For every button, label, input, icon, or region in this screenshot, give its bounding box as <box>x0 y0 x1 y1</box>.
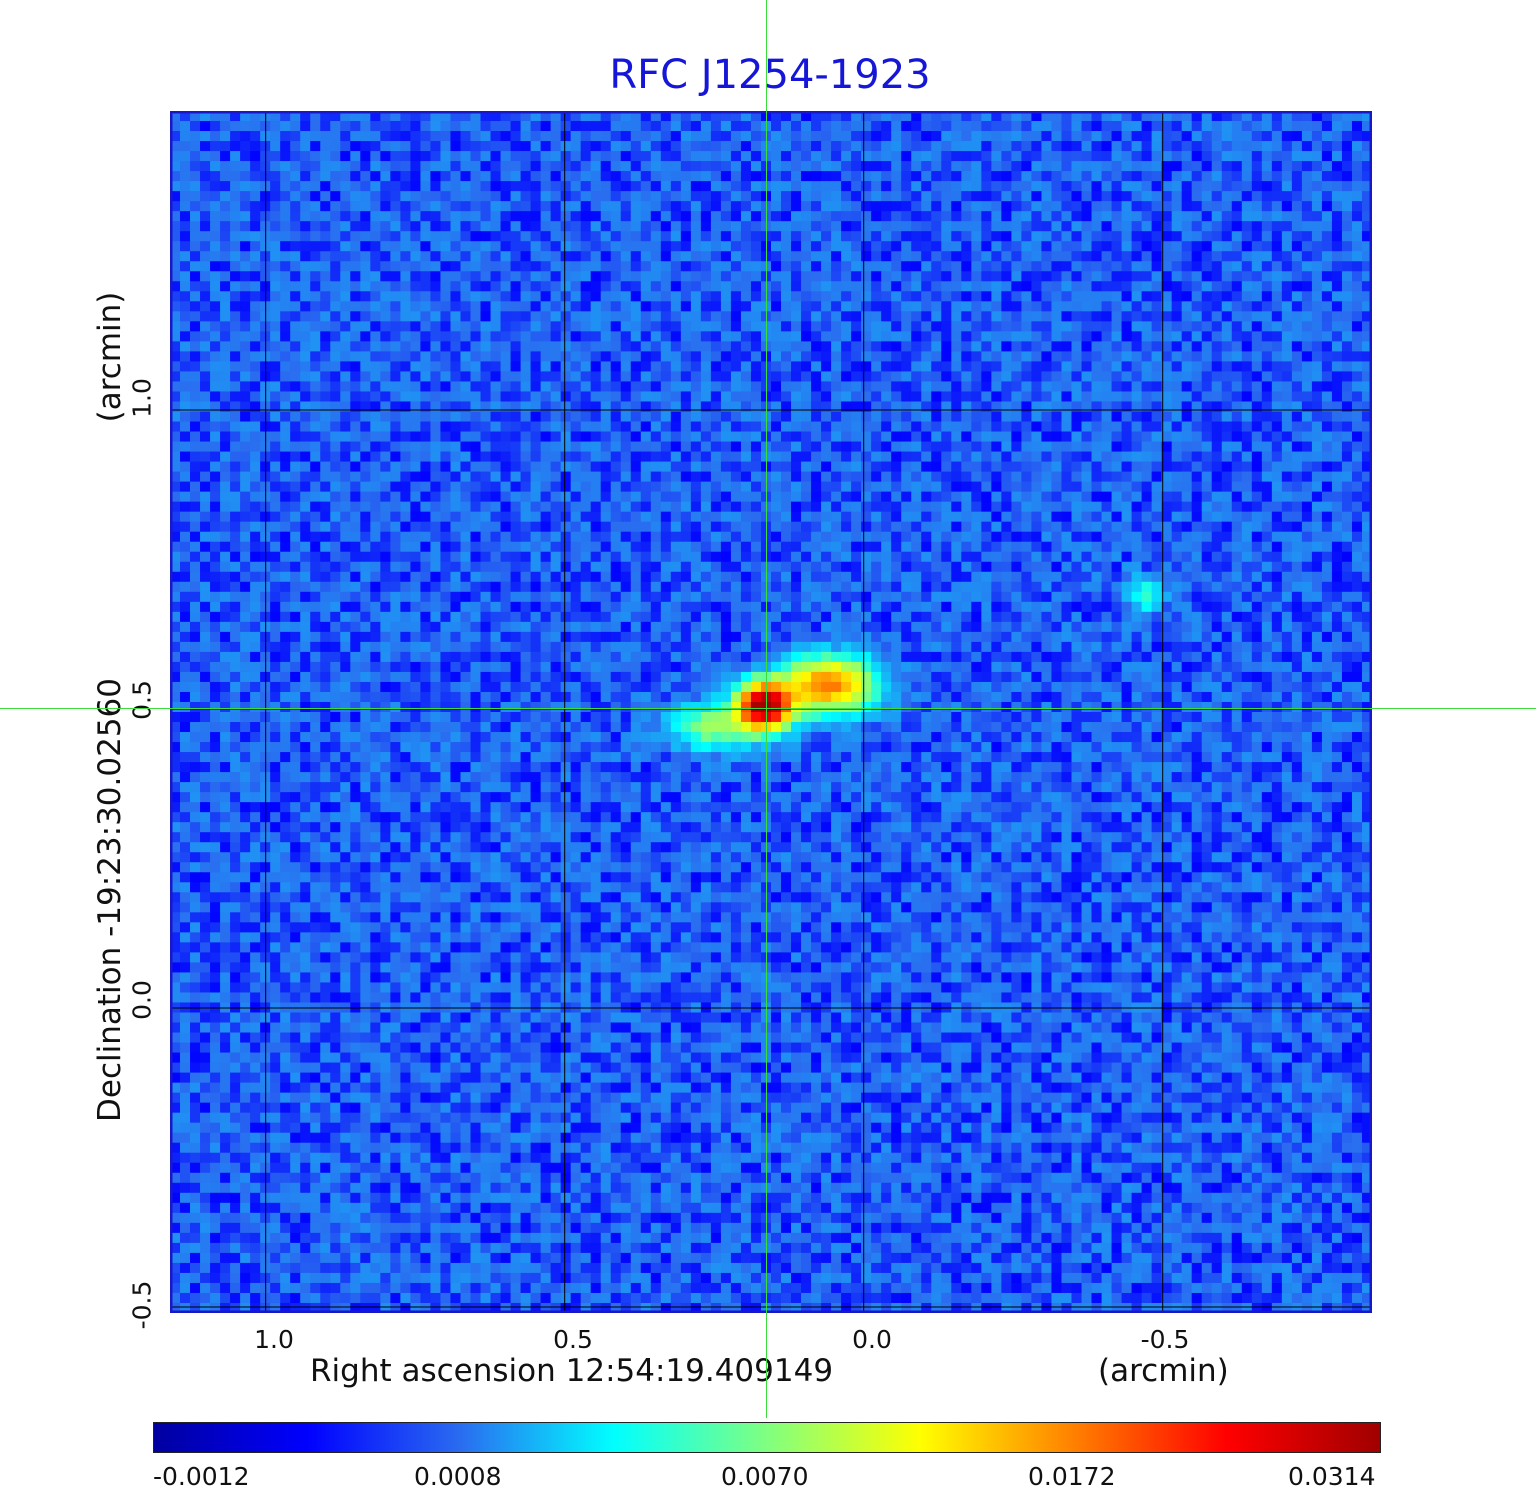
y-axis-label: Declination -19:23:30.02560 <box>92 678 128 1122</box>
colorbar-tick-label: 0.0172 <box>1028 1462 1116 1491</box>
colorbar-tick-label: 0.0070 <box>721 1462 809 1491</box>
sky-map <box>170 111 1372 1313</box>
y-tick-label: 0.5 <box>127 680 157 720</box>
x-tick-label: 0.5 <box>553 1325 593 1354</box>
crosshair-horizontal <box>0 708 1536 709</box>
colorbar-tick-label: 0.0314 <box>1288 1462 1376 1491</box>
colorbar <box>153 1422 1381 1453</box>
colorbar-tick-label: -0.0012 <box>153 1462 250 1491</box>
crosshair-vertical <box>766 0 767 1418</box>
colorbar-tick-label: 0.0008 <box>414 1462 502 1491</box>
x-tick-label: 0.0 <box>852 1325 892 1354</box>
coordinate-grid <box>170 111 1372 1313</box>
image-panel <box>170 111 1372 1313</box>
x-axis-unit: (arcmin) <box>1098 1353 1229 1389</box>
x-tick-label: 1.0 <box>254 1325 294 1354</box>
x-tick-label: -0.5 <box>1140 1325 1190 1354</box>
y-tick-label: 0.0 <box>127 980 157 1020</box>
y-tick-label: -0.5 <box>127 1280 157 1330</box>
x-axis-label: Right ascension 12:54:19.409149 <box>310 1353 834 1389</box>
chart-title: RFC J1254-1923 <box>609 52 931 98</box>
y-tick-label: 1.0 <box>127 378 157 418</box>
map-pixels <box>170 111 1372 1313</box>
y-axis-unit: (arcmin) <box>92 291 128 423</box>
map-frame <box>170 111 1372 1313</box>
